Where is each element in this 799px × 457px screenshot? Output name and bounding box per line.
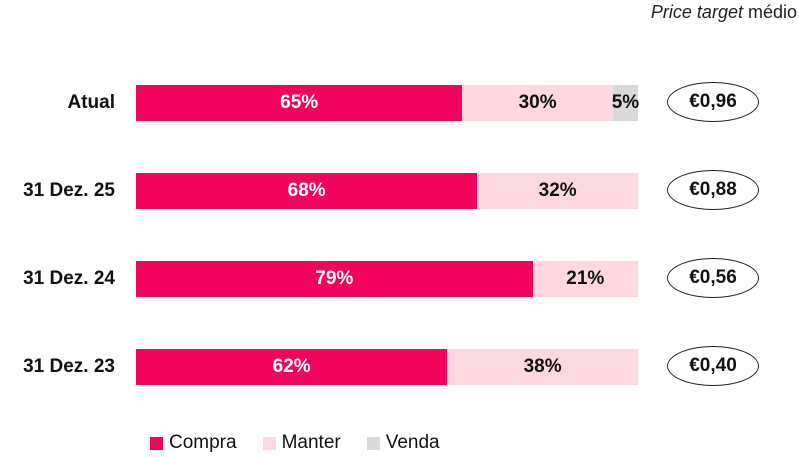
- row-label: Atual: [67, 92, 116, 113]
- price-target-badge: €0,88: [667, 170, 759, 210]
- bar-row-atual: Atual 65% 30% 5% €0,96: [0, 82, 799, 122]
- legend-swatch-manter: [262, 436, 276, 450]
- segment-manter: 32%: [477, 173, 638, 209]
- segment-compra: 79%: [136, 261, 533, 297]
- segment-manter: 30%: [462, 85, 613, 121]
- title-italic: Price target: [650, 2, 743, 22]
- chart-title: Price target médio: [651, 2, 797, 23]
- price-target-badge: €0,40: [667, 346, 759, 386]
- segment-manter: 38%: [447, 349, 638, 385]
- legend-swatch-compra: [150, 436, 163, 450]
- row-label: 31 Dez. 23: [23, 356, 115, 377]
- segment-compra: 68%: [136, 173, 478, 209]
- stacked-bar: 79% 21%: [136, 261, 638, 297]
- row-label: 31 Dez. 24: [23, 268, 115, 289]
- title-rest: médio: [742, 2, 797, 22]
- legend-item-venda: Venda: [366, 432, 440, 454]
- legend-label: Manter: [281, 432, 341, 453]
- segment-compra: 65%: [136, 85, 463, 121]
- legend-item-compra: Compra: [150, 432, 237, 454]
- segment-compra: 62%: [136, 349, 448, 385]
- legend: Compra Manter Venda: [150, 432, 440, 454]
- segment-manter: 21%: [532, 261, 638, 297]
- bar-row-dez-23: 31 Dez. 23 62% 38% €0,40: [0, 346, 799, 386]
- bar-row-dez-24: 31 Dez. 24 79% 21% €0,56: [0, 258, 799, 298]
- legend-label: Compra: [169, 432, 237, 453]
- stacked-bar: 68% 32%: [136, 173, 638, 209]
- price-target-badge: €0,96: [667, 82, 759, 122]
- stacked-bar: 62% 38%: [136, 349, 638, 385]
- legend-swatch-venda: [366, 436, 380, 450]
- legend-label: Venda: [385, 432, 440, 453]
- bar-row-dez-25: 31 Dez. 25 68% 32% €0,88: [0, 170, 799, 210]
- price-target-badge: €0,56: [667, 258, 759, 298]
- legend-item-manter: Manter: [262, 432, 341, 454]
- segment-venda: 5%: [612, 85, 639, 121]
- stacked-bar: 65% 30% 5%: [136, 85, 639, 121]
- row-label: 31 Dez. 25: [23, 180, 115, 201]
